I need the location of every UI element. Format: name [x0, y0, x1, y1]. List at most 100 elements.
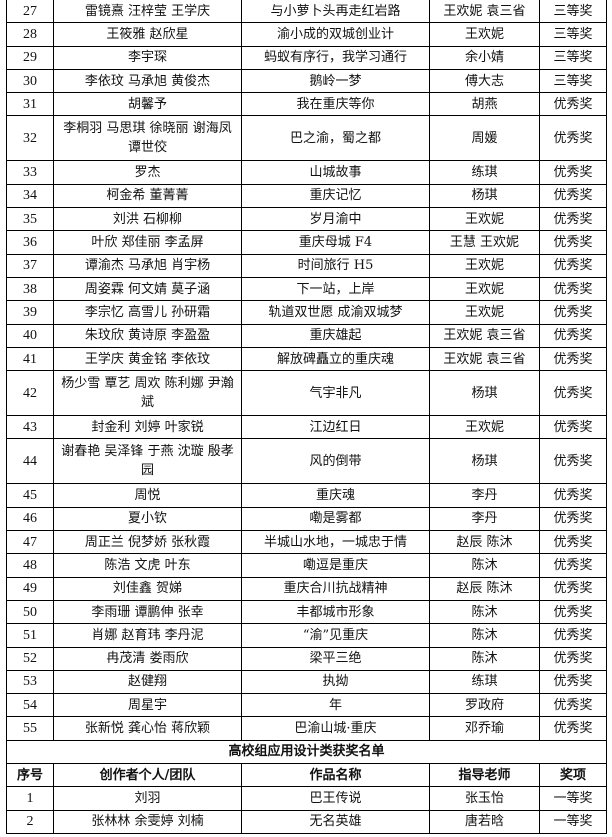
cell-award: 优秀奖 — [539, 576, 607, 601]
cell-teacher: 傅大志 — [429, 68, 540, 94]
cell-no: 29 — [6, 45, 54, 70]
awards-table: 27 雷镜熹 汪梓莹 王学庆 与小萝卜头再走红岩路 王欢妮 袁三省 三等奖 28 王筱雅 赵… — [6, 0, 607, 834]
cell-teacher: 杨琪 — [429, 438, 540, 485]
cell-work: “渝”见重庆 — [241, 623, 430, 648]
cell-award: 优秀奖 — [539, 253, 607, 278]
cell-creators: 雷镜熹 汪梓莹 王学庆 — [53, 0, 242, 24]
table-row: 48 陈浩 文虎 叶东 嘞逗是重庆 陈沐 优秀奖 — [6, 553, 607, 578]
table-row: 33 罗杰 山城故事 练琪 优秀奖 — [6, 160, 607, 185]
table-row: 44 谢春艳 吴泽锋 于燕 沈璇 殷孝园 风的倒带 杨琪 优秀奖 — [6, 438, 607, 485]
header-creators: 创作者个人/团队 — [53, 763, 242, 788]
cell-teacher: 陈沐 — [429, 599, 540, 625]
section-title: 高校组应用设计类获奖名单 — [6, 739, 607, 765]
cell-teacher: 赵辰 陈沐 — [429, 530, 540, 555]
cell-no: 1 — [6, 786, 54, 811]
cell-creators: 张林林 余雯婷 刘楠 — [53, 809, 242, 834]
cell-award: 优秀奖 — [539, 230, 607, 255]
cell-work: 时间旅行 H5 — [241, 253, 430, 278]
cell-work: 半城山水地，一城忠于情 — [241, 530, 430, 555]
table-row: 52 冉茂清 娄雨欣 梁平三绝 陈沐 优秀奖 — [6, 646, 607, 671]
table-row: 47 周正兰 倪梦娇 张秋霞 半城山水地，一城忠于情 赵辰 陈沐 优秀奖 — [6, 530, 607, 555]
table-row: 51 肖娜 赵育玮 李丹泥 “渝”见重庆 陈沐 优秀奖 — [6, 623, 607, 648]
cell-creators: 杨少雪 覃艺 周欢 陈利娜 尹瀚斌 — [53, 370, 242, 417]
cell-creators: 谢春艳 吴泽锋 于燕 沈璇 殷孝园 — [53, 438, 242, 485]
cell-work: 山城故事 — [241, 160, 430, 185]
table-row: 55 张新悦 龚心怡 蒋欣颖 巴渝山城·重庆 邓乔瑜 优秀奖 — [6, 716, 607, 741]
cell-no: 46 — [6, 506, 54, 532]
cell-award: 三等奖 — [539, 0, 607, 24]
cell-no: 54 — [6, 693, 54, 718]
cell-no: 39 — [6, 300, 54, 325]
cell-creators: 肖娜 赵育玮 李丹泥 — [53, 623, 242, 648]
cell-creators: 谭渝杰 马承旭 肖宇杨 — [53, 253, 242, 278]
cell-no: 53 — [6, 669, 54, 695]
header-no: 序号 — [6, 763, 54, 788]
cell-teacher: 王欢妮 — [429, 276, 540, 302]
cell-work: 鹅岭一梦 — [241, 68, 430, 94]
cell-award: 优秀奖 — [539, 669, 607, 695]
table-row: 40 朱玟欣 黄诗原 李盈盈 重庆雄起 王欢妮 袁三省 优秀奖 — [6, 323, 607, 348]
cell-no: 52 — [6, 646, 54, 671]
cell-teacher: 陈沐 — [429, 646, 540, 671]
cell-teacher: 李丹 — [429, 506, 540, 532]
cell-no: 42 — [6, 370, 54, 417]
cell-creators: 赵健翔 — [53, 669, 242, 695]
cell-no: 28 — [6, 22, 54, 47]
table-row: 53 赵健翔 执拗 练琪 优秀奖 — [6, 669, 607, 695]
table-row: 34 柯金希 董菁菁 重庆记忆 杨琪 优秀奖 — [6, 183, 607, 209]
cell-work: 蚂蚁有序行，我学习通行 — [241, 45, 430, 70]
cell-no: 32 — [6, 115, 54, 162]
cell-work: 下一站，上岸 — [241, 276, 430, 302]
cell-teacher: 胡燕 — [429, 92, 540, 117]
cell-no: 44 — [6, 438, 54, 485]
cell-award: 优秀奖 — [539, 438, 607, 485]
table-row: 42 杨少雪 覃艺 周欢 陈利娜 尹瀚斌 气宇非凡 杨琪 优秀奖 — [6, 370, 607, 417]
cell-work: 嘞逗是重庆 — [241, 553, 430, 578]
cell-creators: 张新悦 龚心怡 蒋欣颖 — [53, 716, 242, 741]
cell-award: 优秀奖 — [539, 716, 607, 741]
cell-creators: 李依玟 马承旭 黄俊杰 — [53, 68, 242, 94]
cell-work: 我在重庆等你 — [241, 92, 430, 117]
table-row: 46 夏小钦 嘞是雾都 李丹 优秀奖 — [6, 506, 607, 532]
section-title-row: 高校组应用设计类获奖名单 — [6, 739, 607, 765]
cell-teacher: 练琪 — [429, 669, 540, 695]
cell-award: 优秀奖 — [539, 183, 607, 209]
cell-creators: 叶欣 郑佳丽 李孟屏 — [53, 230, 242, 255]
table-row: 37 谭渝杰 马承旭 肖宇杨 时间旅行 H5 王欢妮 优秀奖 — [6, 253, 607, 278]
cell-award: 优秀奖 — [539, 370, 607, 417]
cell-teacher: 王欢妮 — [429, 253, 540, 278]
cell-teacher: 罗政府 — [429, 693, 540, 718]
cell-award: 优秀奖 — [539, 207, 607, 232]
cell-work: 与小萝卜头再走红岩路 — [241, 0, 430, 24]
cell-award: 优秀奖 — [539, 483, 607, 508]
cell-teacher: 王欢妮 袁三省 — [429, 0, 540, 24]
cell-creators: 李雨珊 谭鹏伸 张幸 — [53, 599, 242, 625]
cell-no: 34 — [6, 183, 54, 209]
cell-no: 33 — [6, 160, 54, 185]
cell-teacher: 王慧 王欢妮 — [429, 230, 540, 255]
cell-creators: 王筱雅 赵欣星 — [53, 22, 242, 47]
cell-award: 优秀奖 — [539, 346, 607, 372]
cell-work: 轨道双世愿 成渝双城梦 — [241, 300, 430, 325]
cell-teacher: 赵辰 陈沐 — [429, 576, 540, 601]
cell-award: 优秀奖 — [539, 323, 607, 348]
cell-work: 嘞是雾都 — [241, 506, 430, 532]
cell-work: 重庆合川抗战精神 — [241, 576, 430, 601]
cell-creators: 胡馨予 — [53, 92, 242, 117]
cell-teacher: 余小婧 — [429, 45, 540, 70]
cell-creators: 周姿霖 何文婧 莫子涵 — [53, 276, 242, 302]
table-row: 50 李雨珊 谭鹏伸 张幸 丰都城市形象 陈沐 优秀奖 — [6, 599, 607, 625]
cell-creators: 李宗忆 高雪儿 孙研霜 — [53, 300, 242, 325]
table-row: 45 周悦 重庆魂 李丹 优秀奖 — [6, 483, 607, 508]
table-row: 30 李依玟 马承旭 黄俊杰 鹅岭一梦 傅大志 三等奖 — [6, 68, 607, 94]
cell-teacher: 王欢妮 — [429, 300, 540, 325]
cell-no: 41 — [6, 346, 54, 372]
table-row: 49 刘佳鑫 贺娣 重庆合川抗战精神 赵辰 陈沐 优秀奖 — [6, 576, 607, 601]
cell-teacher: 王欢妮 — [429, 207, 540, 232]
cell-creators: 刘羽 — [53, 786, 242, 811]
cell-work: 重庆记忆 — [241, 183, 430, 209]
cell-teacher: 王欢妮 — [429, 22, 540, 47]
cell-award: 优秀奖 — [539, 300, 607, 325]
cell-no: 37 — [6, 253, 54, 278]
cell-creators: 封金利 刘婷 叶家锐 — [53, 415, 242, 440]
